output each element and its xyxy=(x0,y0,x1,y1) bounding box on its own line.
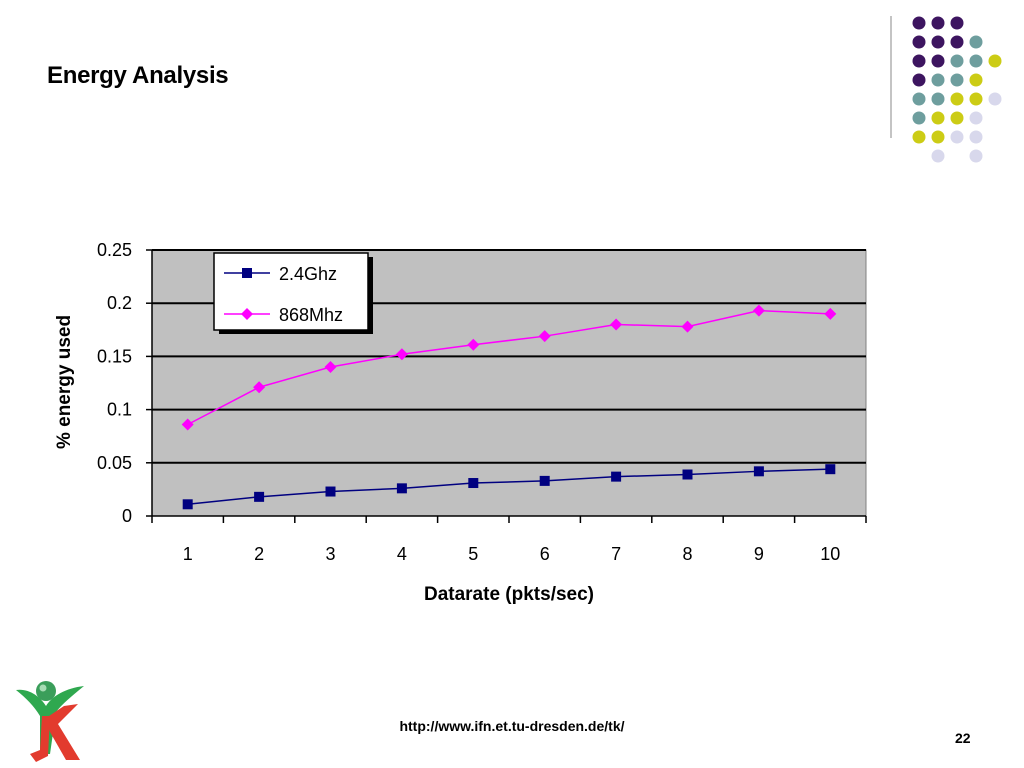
x-axis-label: Datarate (pkts/sec) xyxy=(424,584,594,605)
y-tick-label: 0.2 xyxy=(107,293,132,313)
legend: 2.4Ghz 868Mhz xyxy=(213,252,373,334)
x-tick-label: 6 xyxy=(540,544,550,564)
decorative-dot xyxy=(969,54,983,68)
energy-line-chart: 0 0.05 0.1 0.15 0.2 0.25 1 2 3 4 5 6 7 8 9 10 Datarate (… xyxy=(54,240,867,605)
data-point-square xyxy=(182,499,193,510)
series-line xyxy=(187,309,831,426)
decorative-dot-grid xyxy=(890,16,1002,163)
data-point-diamond xyxy=(610,318,623,331)
y-tick-label: 0.15 xyxy=(97,346,132,366)
y-tick-label: 0 xyxy=(122,506,132,526)
data-point-diamond xyxy=(395,348,408,361)
data-point-square xyxy=(825,464,836,475)
decorative-dot xyxy=(950,92,964,106)
y-tick-label: 0.1 xyxy=(107,400,132,420)
decorative-dot xyxy=(912,130,926,144)
data-point-diamond xyxy=(752,304,765,317)
decorative-dot xyxy=(988,92,1002,106)
decorative-dot xyxy=(912,73,926,87)
decorative-dot xyxy=(931,111,945,125)
data-point-square xyxy=(611,471,622,482)
decorative-dot xyxy=(950,111,964,125)
decorative-dot xyxy=(988,54,1002,68)
decorative-dot xyxy=(931,92,945,106)
legend-label: 2.4Ghz xyxy=(279,264,337,284)
x-tick-label: 5 xyxy=(468,544,478,564)
legend-box xyxy=(213,252,369,331)
data-point-diamond xyxy=(324,361,337,374)
data-point-square xyxy=(325,486,336,497)
x-tick-label: 7 xyxy=(611,544,621,564)
decorative-dot xyxy=(931,54,945,68)
data-point-diamond xyxy=(538,330,551,343)
x-tick-label: 3 xyxy=(325,544,335,564)
data-point-square xyxy=(468,478,479,489)
data-point-diamond xyxy=(253,381,266,394)
series-2-4ghz xyxy=(182,464,836,510)
decorative-dot xyxy=(950,73,964,87)
data-point-square xyxy=(753,466,764,477)
x-tick-label: 4 xyxy=(397,544,407,564)
decorative-dot xyxy=(912,54,926,68)
decorative-dot xyxy=(969,35,983,49)
decorative-dot xyxy=(950,35,964,49)
slide-title: Energy Analysis xyxy=(47,62,229,89)
data-point-diamond xyxy=(241,308,253,320)
decorative-dot xyxy=(931,73,945,87)
data-point-square xyxy=(682,469,693,480)
series-868mhz xyxy=(181,304,837,431)
x-tick-label: 9 xyxy=(754,544,764,564)
decorative-dot xyxy=(931,130,945,144)
data-point-diamond xyxy=(681,320,694,333)
decorative-dot xyxy=(950,130,964,144)
data-point-diamond xyxy=(181,418,194,431)
series-line xyxy=(187,468,831,506)
page-number: 22 xyxy=(955,730,971,746)
decorative-dot xyxy=(912,111,926,125)
decorative-dot xyxy=(931,149,945,163)
decorative-dot xyxy=(969,111,983,125)
data-point-diamond xyxy=(467,338,480,351)
x-tick-label: 2 xyxy=(254,544,264,564)
y-tick-label: 0.25 xyxy=(97,240,132,260)
data-point-square xyxy=(242,268,252,278)
decorative-dot xyxy=(912,16,926,30)
decorative-dot xyxy=(931,35,945,49)
decorative-dot xyxy=(969,92,983,106)
decorative-dot xyxy=(969,130,983,144)
footer-url: http://www.ifn.et.tu-dresden.de/tk/ xyxy=(399,718,625,734)
decorative-dot xyxy=(912,35,926,49)
decorative-dot xyxy=(950,54,964,68)
decorative-dot xyxy=(912,92,926,106)
decorative-dot xyxy=(931,16,945,30)
data-point-square xyxy=(254,491,265,502)
x-tick-label: 1 xyxy=(183,544,193,564)
decorative-dot xyxy=(950,16,964,30)
data-point-diamond xyxy=(824,307,837,320)
y-axis-label: % energy used xyxy=(54,315,75,449)
data-point-square xyxy=(396,483,407,494)
y-tick-label: 0.05 xyxy=(97,453,132,473)
x-tick-label: 10 xyxy=(820,544,840,564)
institute-logo xyxy=(16,681,84,762)
data-point-square xyxy=(539,475,550,486)
x-tick-label: 8 xyxy=(682,544,692,564)
legend-label: 868Mhz xyxy=(279,305,343,325)
decorative-dot xyxy=(969,149,983,163)
decorative-dot xyxy=(969,73,983,87)
